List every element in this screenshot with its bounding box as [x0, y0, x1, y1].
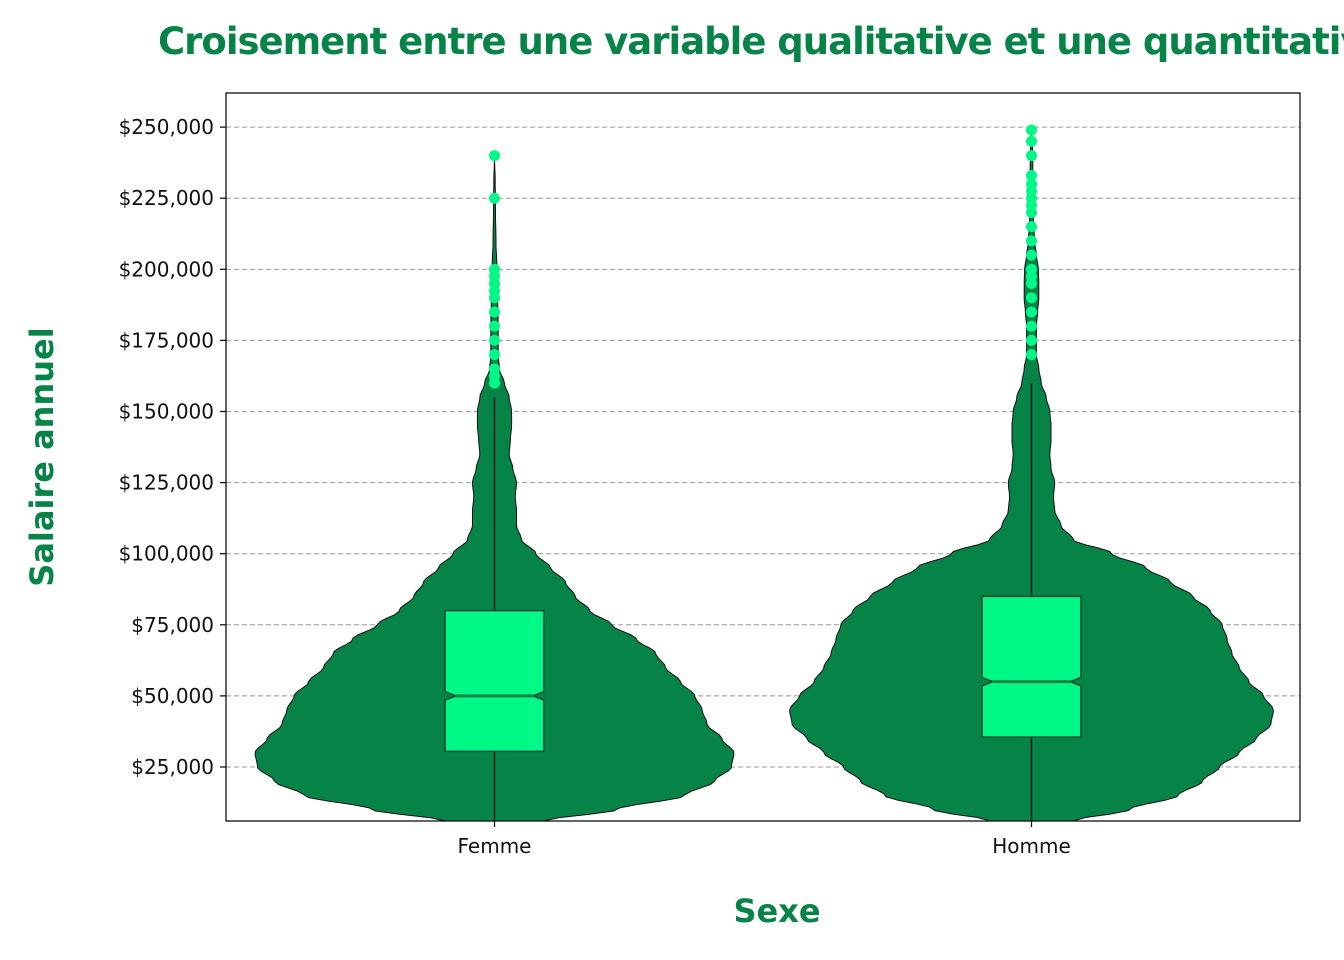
x-tick-label: Homme — [992, 834, 1071, 858]
outlier-point — [1026, 124, 1037, 136]
outlier-point — [489, 263, 500, 275]
chart-title: Croisement entre une variable qualitativ… — [158, 20, 1344, 63]
outlier-point — [489, 320, 500, 332]
y-tick-label: $225,000 — [119, 186, 214, 210]
outlier-point — [1026, 169, 1037, 181]
outlier-point — [1026, 178, 1037, 190]
violins — [254, 124, 1274, 822]
outlier-point — [1026, 249, 1037, 261]
y-axis-title: Salaire annuel — [23, 327, 61, 586]
outlier-point — [489, 349, 500, 361]
outlier-point — [1026, 263, 1037, 275]
outlier-point — [489, 192, 500, 204]
outlier-point — [1026, 349, 1037, 361]
axes: $25,000 $50,000 $75,000 $100,000 $125,000 $15… — [119, 115, 1071, 858]
outlier-point — [1026, 320, 1037, 332]
y-tick-label: $75,000 — [131, 613, 214, 637]
outlier-point — [1026, 334, 1037, 346]
outlier-point — [1026, 306, 1037, 318]
outlier-point — [489, 363, 500, 375]
y-tick-label: $25,000 — [131, 755, 214, 779]
y-tick-label: $175,000 — [119, 328, 214, 352]
outlier-point — [489, 150, 500, 162]
x-axis-title: Sexe — [733, 892, 820, 930]
y-tick-label: $250,000 — [119, 115, 214, 139]
y-tick-label: $150,000 — [119, 400, 214, 424]
y-tick-label: $100,000 — [119, 542, 214, 566]
outlier-point — [1026, 221, 1037, 233]
y-tick-label: $200,000 — [119, 257, 214, 281]
outlier-point — [1026, 135, 1037, 147]
notched-box — [444, 609, 545, 753]
outlier-point — [1026, 292, 1037, 304]
outlier-point — [489, 306, 500, 318]
outlier-point — [1026, 235, 1037, 247]
plot-frame — [225, 92, 1301, 822]
outlier-point — [489, 334, 500, 346]
y-tick-label: $125,000 — [119, 471, 214, 495]
x-tick-label: Femme — [458, 834, 532, 858]
notched-box — [981, 595, 1082, 738]
outlier-point — [1026, 150, 1037, 162]
y-tick-label: $50,000 — [131, 684, 214, 708]
